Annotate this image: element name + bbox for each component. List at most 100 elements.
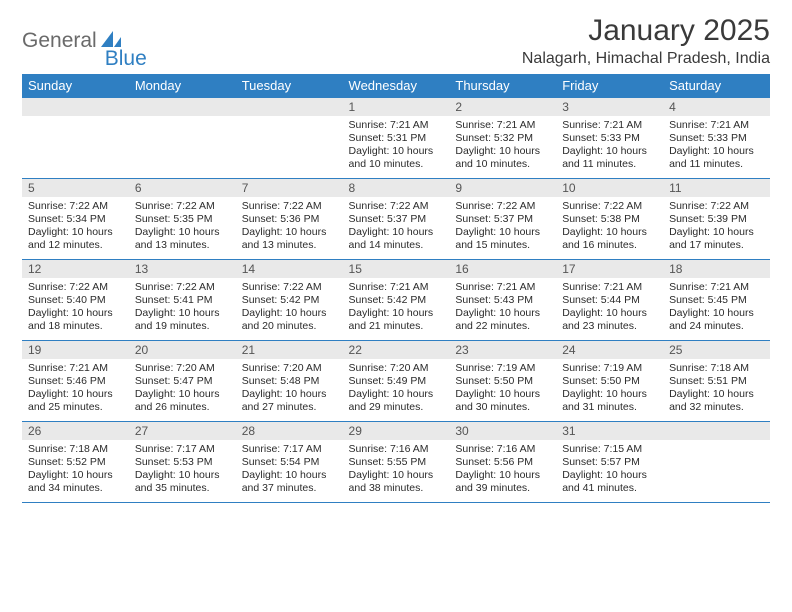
daylight-line2: and 32 minutes. (669, 401, 764, 414)
sunset-line: Sunset: 5:42 PM (242, 294, 337, 307)
daylight-line2: and 13 minutes. (242, 239, 337, 252)
col-wednesday: Wednesday (343, 74, 450, 98)
calendar-cell: 21Sunrise: 7:20 AMSunset: 5:48 PMDayligh… (236, 341, 343, 422)
daybody-empty (129, 116, 236, 178)
calendar-cell (22, 98, 129, 179)
calendar-table: Sunday Monday Tuesday Wednesday Thursday… (22, 74, 770, 503)
day-number: 5 (22, 179, 129, 197)
sunset-line: Sunset: 5:56 PM (455, 456, 550, 469)
daylight-line2: and 18 minutes. (28, 320, 123, 333)
daylight-line2: and 37 minutes. (242, 482, 337, 495)
daylight-line1: Daylight: 10 hours (669, 307, 764, 320)
daylight-line1: Daylight: 10 hours (135, 307, 230, 320)
calendar-week-row: 19Sunrise: 7:21 AMSunset: 5:46 PMDayligh… (22, 341, 770, 422)
daynum-empty (236, 98, 343, 116)
day-number: 24 (556, 341, 663, 359)
day-number: 1 (343, 98, 450, 116)
daylight-line2: and 38 minutes. (349, 482, 444, 495)
daylight-line1: Daylight: 10 hours (455, 226, 550, 239)
calendar-cell: 9Sunrise: 7:22 AMSunset: 5:37 PMDaylight… (449, 179, 556, 260)
sunrise-line: Sunrise: 7:15 AM (562, 443, 657, 456)
calendar-cell: 8Sunrise: 7:22 AMSunset: 5:37 PMDaylight… (343, 179, 450, 260)
daylight-line2: and 10 minutes. (349, 158, 444, 171)
day-body: Sunrise: 7:21 AMSunset: 5:42 PMDaylight:… (343, 278, 450, 340)
calendar-cell: 11Sunrise: 7:22 AMSunset: 5:39 PMDayligh… (663, 179, 770, 260)
daynum-empty (663, 422, 770, 440)
sunset-line: Sunset: 5:57 PM (562, 456, 657, 469)
calendar-cell: 2Sunrise: 7:21 AMSunset: 5:32 PMDaylight… (449, 98, 556, 179)
day-number: 19 (22, 341, 129, 359)
calendar-cell: 10Sunrise: 7:22 AMSunset: 5:38 PMDayligh… (556, 179, 663, 260)
daylight-line1: Daylight: 10 hours (562, 307, 657, 320)
calendar-cell: 23Sunrise: 7:19 AMSunset: 5:50 PMDayligh… (449, 341, 556, 422)
location-label: Nalagarh, Himachal Pradesh, India (522, 50, 770, 68)
day-body: Sunrise: 7:21 AMSunset: 5:44 PMDaylight:… (556, 278, 663, 340)
day-number: 29 (343, 422, 450, 440)
sunrise-line: Sunrise: 7:21 AM (349, 119, 444, 132)
sunset-line: Sunset: 5:38 PM (562, 213, 657, 226)
sunset-line: Sunset: 5:35 PM (135, 213, 230, 226)
day-body: Sunrise: 7:22 AMSunset: 5:37 PMDaylight:… (343, 197, 450, 259)
day-body: Sunrise: 7:21 AMSunset: 5:33 PMDaylight:… (663, 116, 770, 178)
calendar-week-row: 1Sunrise: 7:21 AMSunset: 5:31 PMDaylight… (22, 98, 770, 179)
daylight-line2: and 25 minutes. (28, 401, 123, 414)
calendar-cell: 15Sunrise: 7:21 AMSunset: 5:42 PMDayligh… (343, 260, 450, 341)
daylight-line2: and 39 minutes. (455, 482, 550, 495)
calendar-cell: 12Sunrise: 7:22 AMSunset: 5:40 PMDayligh… (22, 260, 129, 341)
sunrise-line: Sunrise: 7:19 AM (455, 362, 550, 375)
day-number: 4 (663, 98, 770, 116)
sunset-line: Sunset: 5:47 PM (135, 375, 230, 388)
sunrise-line: Sunrise: 7:20 AM (349, 362, 444, 375)
day-number: 20 (129, 341, 236, 359)
daylight-line2: and 23 minutes. (562, 320, 657, 333)
day-body: Sunrise: 7:22 AMSunset: 5:40 PMDaylight:… (22, 278, 129, 340)
sunrise-line: Sunrise: 7:20 AM (135, 362, 230, 375)
daybody-empty (236, 116, 343, 178)
sunrise-line: Sunrise: 7:21 AM (562, 119, 657, 132)
day-number: 27 (129, 422, 236, 440)
day-number: 25 (663, 341, 770, 359)
day-body: Sunrise: 7:22 AMSunset: 5:38 PMDaylight:… (556, 197, 663, 259)
daylight-line1: Daylight: 10 hours (562, 145, 657, 158)
day-number: 14 (236, 260, 343, 278)
sunset-line: Sunset: 5:40 PM (28, 294, 123, 307)
day-body: Sunrise: 7:22 AMSunset: 5:34 PMDaylight:… (22, 197, 129, 259)
daylight-line2: and 34 minutes. (28, 482, 123, 495)
daylight-line1: Daylight: 10 hours (135, 226, 230, 239)
daylight-line2: and 15 minutes. (455, 239, 550, 252)
daylight-line1: Daylight: 10 hours (455, 469, 550, 482)
day-number: 23 (449, 341, 556, 359)
sunrise-line: Sunrise: 7:21 AM (349, 281, 444, 294)
day-number: 30 (449, 422, 556, 440)
daylight-line2: and 27 minutes. (242, 401, 337, 414)
daylight-line2: and 29 minutes. (349, 401, 444, 414)
daybody-empty (22, 116, 129, 178)
calendar-week-row: 26Sunrise: 7:18 AMSunset: 5:52 PMDayligh… (22, 422, 770, 503)
sunset-line: Sunset: 5:46 PM (28, 375, 123, 388)
col-saturday: Saturday (663, 74, 770, 98)
sunset-line: Sunset: 5:33 PM (669, 132, 764, 145)
daylight-line1: Daylight: 10 hours (28, 469, 123, 482)
daylight-line1: Daylight: 10 hours (349, 469, 444, 482)
day-number: 21 (236, 341, 343, 359)
sunrise-line: Sunrise: 7:18 AM (28, 443, 123, 456)
daylight-line2: and 10 minutes. (455, 158, 550, 171)
day-number: 16 (449, 260, 556, 278)
day-number: 3 (556, 98, 663, 116)
daylight-line2: and 24 minutes. (669, 320, 764, 333)
page-header: General Blue January 2025 Nalagarh, Hima… (22, 14, 770, 68)
sunset-line: Sunset: 5:44 PM (562, 294, 657, 307)
daylight-line1: Daylight: 10 hours (349, 145, 444, 158)
day-number: 11 (663, 179, 770, 197)
daylight-line2: and 22 minutes. (455, 320, 550, 333)
day-number: 8 (343, 179, 450, 197)
sunset-line: Sunset: 5:49 PM (349, 375, 444, 388)
day-body: Sunrise: 7:22 AMSunset: 5:42 PMDaylight:… (236, 278, 343, 340)
brand-logo: General Blue (22, 20, 147, 62)
day-body: Sunrise: 7:20 AMSunset: 5:48 PMDaylight:… (236, 359, 343, 421)
calendar-cell: 19Sunrise: 7:21 AMSunset: 5:46 PMDayligh… (22, 341, 129, 422)
calendar-cell: 31Sunrise: 7:15 AMSunset: 5:57 PMDayligh… (556, 422, 663, 503)
calendar-cell: 26Sunrise: 7:18 AMSunset: 5:52 PMDayligh… (22, 422, 129, 503)
daylight-line1: Daylight: 10 hours (242, 226, 337, 239)
calendar-week-row: 12Sunrise: 7:22 AMSunset: 5:40 PMDayligh… (22, 260, 770, 341)
